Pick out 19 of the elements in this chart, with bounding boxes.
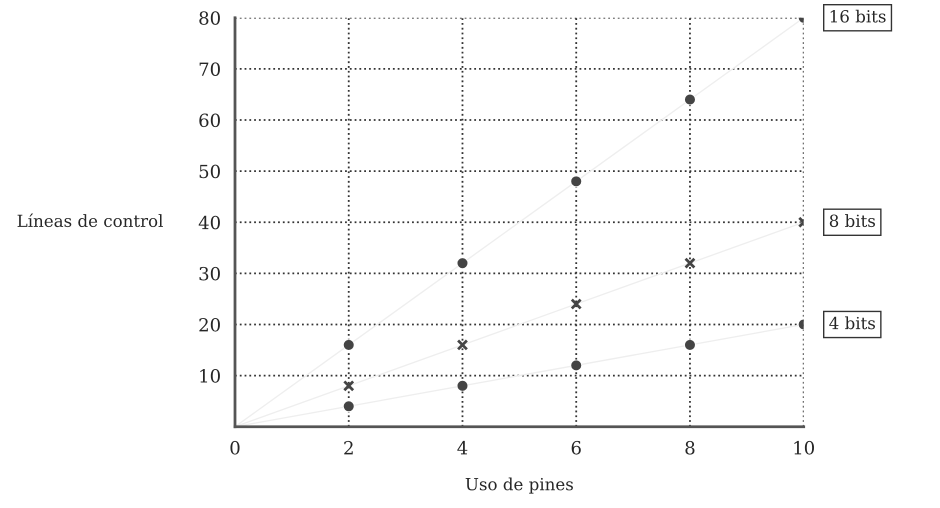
y-tick-label: 20	[199, 318, 220, 332]
x-tick-label: 0	[230, 440, 240, 455]
y-tick-label: 30	[200, 266, 220, 280]
x-tick-label: 8	[685, 440, 694, 455]
x-tick-label: 10	[794, 440, 814, 455]
x-tick-label: 4	[457, 440, 468, 454]
y-tick-label: 70	[200, 62, 220, 76]
x-tick-label: 6	[572, 440, 581, 455]
y-axis-title: Líneas de control	[18, 214, 163, 228]
series-label: 4 bits	[829, 316, 875, 330]
series-label: 16 bits	[830, 10, 886, 23]
x-tick-label: 2	[344, 440, 353, 454]
y-tick-label: 50	[200, 164, 220, 178]
y-tick-label: 60	[199, 113, 220, 128]
y-tick-label: 80	[199, 11, 220, 25]
y-tick-label: 40	[198, 216, 220, 230]
y-tick-label: 10	[200, 369, 220, 383]
series-label: 8 bits	[830, 214, 875, 228]
x-axis-title: Uso de pines	[466, 478, 573, 494]
